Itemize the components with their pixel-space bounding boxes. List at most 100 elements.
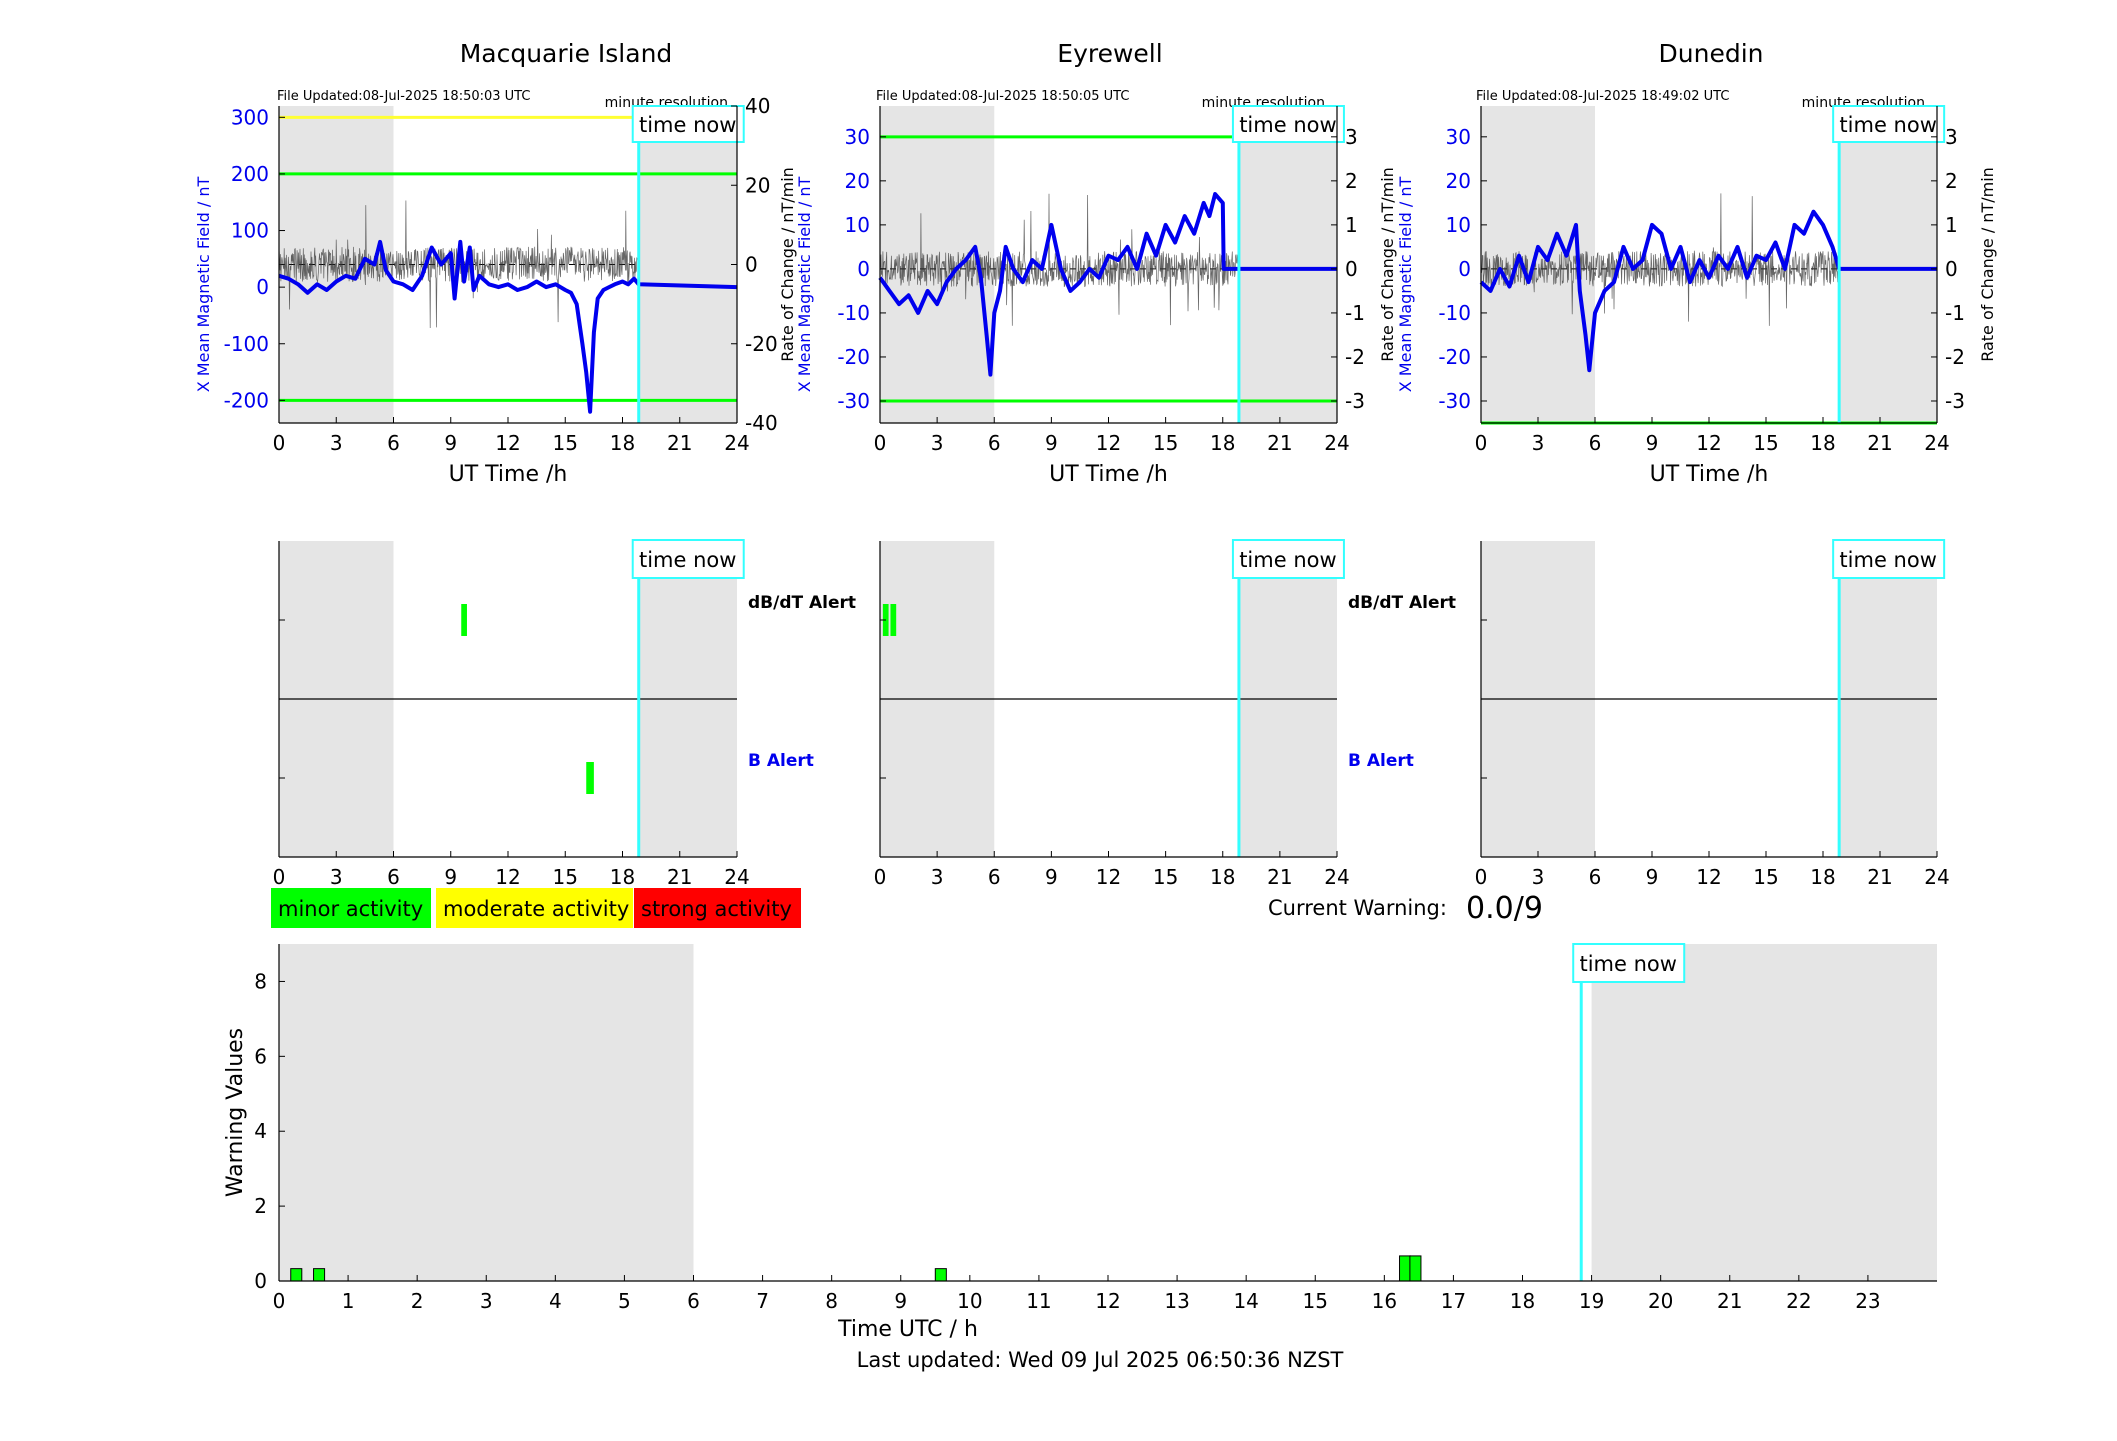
x-tick-label: 24 <box>724 865 749 889</box>
y2-tick-label: -1 <box>1945 301 1965 325</box>
x-tick-label: 12 <box>1696 865 1721 889</box>
y-tick-label: 30 <box>1446 125 1471 149</box>
b-alert-label: B Alert <box>748 751 814 771</box>
y2-tick-label: -1 <box>1345 301 1365 325</box>
x-tick-label: 7 <box>756 1289 769 1313</box>
x-tick-label: 3 <box>1532 865 1545 889</box>
x-axis-label: UT Time /h <box>449 462 568 487</box>
x-axis-label: UT Time /h <box>1049 462 1168 487</box>
x-tick-label: 0 <box>273 431 286 455</box>
x-tick-label: 0 <box>874 865 887 889</box>
y-tick-label: -10 <box>1438 301 1471 325</box>
x-tick-label: 24 <box>1324 431 1349 455</box>
x-tick-label: 18 <box>610 865 635 889</box>
x-tick-label: 18 <box>1210 865 1235 889</box>
y-tick-label: 4 <box>254 1119 267 1143</box>
x-tick-label: 22 <box>1786 1289 1811 1313</box>
x-tick-label: 21 <box>1267 431 1292 455</box>
y-tick-label: 10 <box>1446 213 1471 237</box>
y-tick-label: -30 <box>837 389 870 413</box>
x-tick-label: 1 <box>342 1289 355 1313</box>
y2-tick-label: 20 <box>745 173 770 197</box>
current-warning-value: 0.0/9 <box>1466 891 1543 926</box>
x-tick-label: 2 <box>411 1289 424 1313</box>
file-updated-macquarie: File Updated:08-Jul-2025 18:50:03 UTC <box>277 89 530 104</box>
x-tick-label: 10 <box>957 1289 982 1313</box>
station-title-eyrewell: Eyrewell <box>1057 39 1162 68</box>
x-tick-label: 15 <box>553 865 578 889</box>
dbdt-alert-label: dB/dT Alert <box>1348 593 1456 613</box>
x-tick-label: 15 <box>553 431 578 455</box>
time-now-box <box>631 539 745 579</box>
y-tick-label: 20 <box>1446 169 1471 193</box>
x-tick-label: 6 <box>387 865 400 889</box>
alert-mark <box>461 604 467 636</box>
time-now-label: time now <box>1239 113 1336 137</box>
night-shade <box>638 106 737 423</box>
y-tick-label: 0 <box>1458 257 1471 281</box>
x-tick-label: 15 <box>1303 1289 1328 1313</box>
y2-tick-label: 0 <box>1945 257 1958 281</box>
x-tick-label: 0 <box>874 431 887 455</box>
x-tick-label: 13 <box>1164 1289 1189 1313</box>
x-tick-label: 6 <box>988 865 1001 889</box>
x-tick-label: 21 <box>667 865 692 889</box>
night-shade <box>1238 106 1337 423</box>
x-tick-label: 9 <box>1045 431 1058 455</box>
x-tick-label: 6 <box>387 431 400 455</box>
y-tick-label: -200 <box>224 388 269 412</box>
x-tick-label: 17 <box>1441 1289 1466 1313</box>
x-tick-label: 21 <box>1717 1289 1742 1313</box>
alert-mark <box>586 762 594 794</box>
rate-of-change-line <box>1480 193 1840 326</box>
x-tick-label: 12 <box>495 431 520 455</box>
x-tick-label: 23 <box>1855 1289 1880 1313</box>
x-tick-label: 3 <box>330 865 343 889</box>
time-now-label: time now <box>1839 548 1936 572</box>
x-tick-label: 19 <box>1579 1289 1604 1313</box>
y-axis-label: X Mean Magnetic Field / nT <box>194 177 213 393</box>
x-tick-label: 16 <box>1372 1289 1397 1313</box>
x-tick-label: 0 <box>273 1289 286 1313</box>
y-tick-label: 20 <box>845 169 870 193</box>
y-axis-label: Warning Values <box>223 1028 248 1197</box>
x-tick-label: 5 <box>618 1289 631 1313</box>
x-tick-label: 9 <box>1045 865 1058 889</box>
y-tick-label: 2 <box>254 1194 267 1218</box>
x-tick-label: 4 <box>549 1289 562 1313</box>
y2-tick-label: 0 <box>745 253 758 277</box>
y2-tick-label: 1 <box>1945 213 1958 237</box>
y2-tick-label: -2 <box>1345 345 1365 369</box>
x-tick-label: 18 <box>1810 865 1835 889</box>
y2-tick-label: -3 <box>1345 389 1365 413</box>
y2-tick-label: 2 <box>1945 169 1958 193</box>
x-tick-label: 12 <box>495 865 520 889</box>
x-tick-label: 21 <box>1867 431 1892 455</box>
legend-swatch-minor <box>271 888 431 928</box>
y-tick-label: -20 <box>1438 345 1471 369</box>
x-tick-label: 24 <box>1924 865 1949 889</box>
warning-bar <box>934 1268 947 1282</box>
y-axis-label: X Mean Magnetic Field / nT <box>1396 177 1415 393</box>
x-tick-label: 12 <box>1696 431 1721 455</box>
x-tick-label: 9 <box>1646 431 1659 455</box>
y-tick-label: 200 <box>231 162 269 186</box>
legend-swatch-moderate <box>436 888 633 928</box>
legend-label-moderate: moderate activity <box>443 897 629 921</box>
y-axis-label: X Mean Magnetic Field / nT <box>795 177 814 393</box>
y2-tick-label: -3 <box>1945 389 1965 413</box>
y-tick-label: 0 <box>254 1269 267 1293</box>
y-tick-label: 100 <box>231 219 269 243</box>
x-tick-label: 15 <box>1153 431 1178 455</box>
mean-field-line <box>278 239 738 414</box>
x-tick-label: 3 <box>931 865 944 889</box>
y-tick-label: 8 <box>254 969 267 993</box>
x-tick-label: 9 <box>444 865 457 889</box>
x-tick-label: 18 <box>1210 431 1235 455</box>
x-tick-label: 20 <box>1648 1289 1673 1313</box>
